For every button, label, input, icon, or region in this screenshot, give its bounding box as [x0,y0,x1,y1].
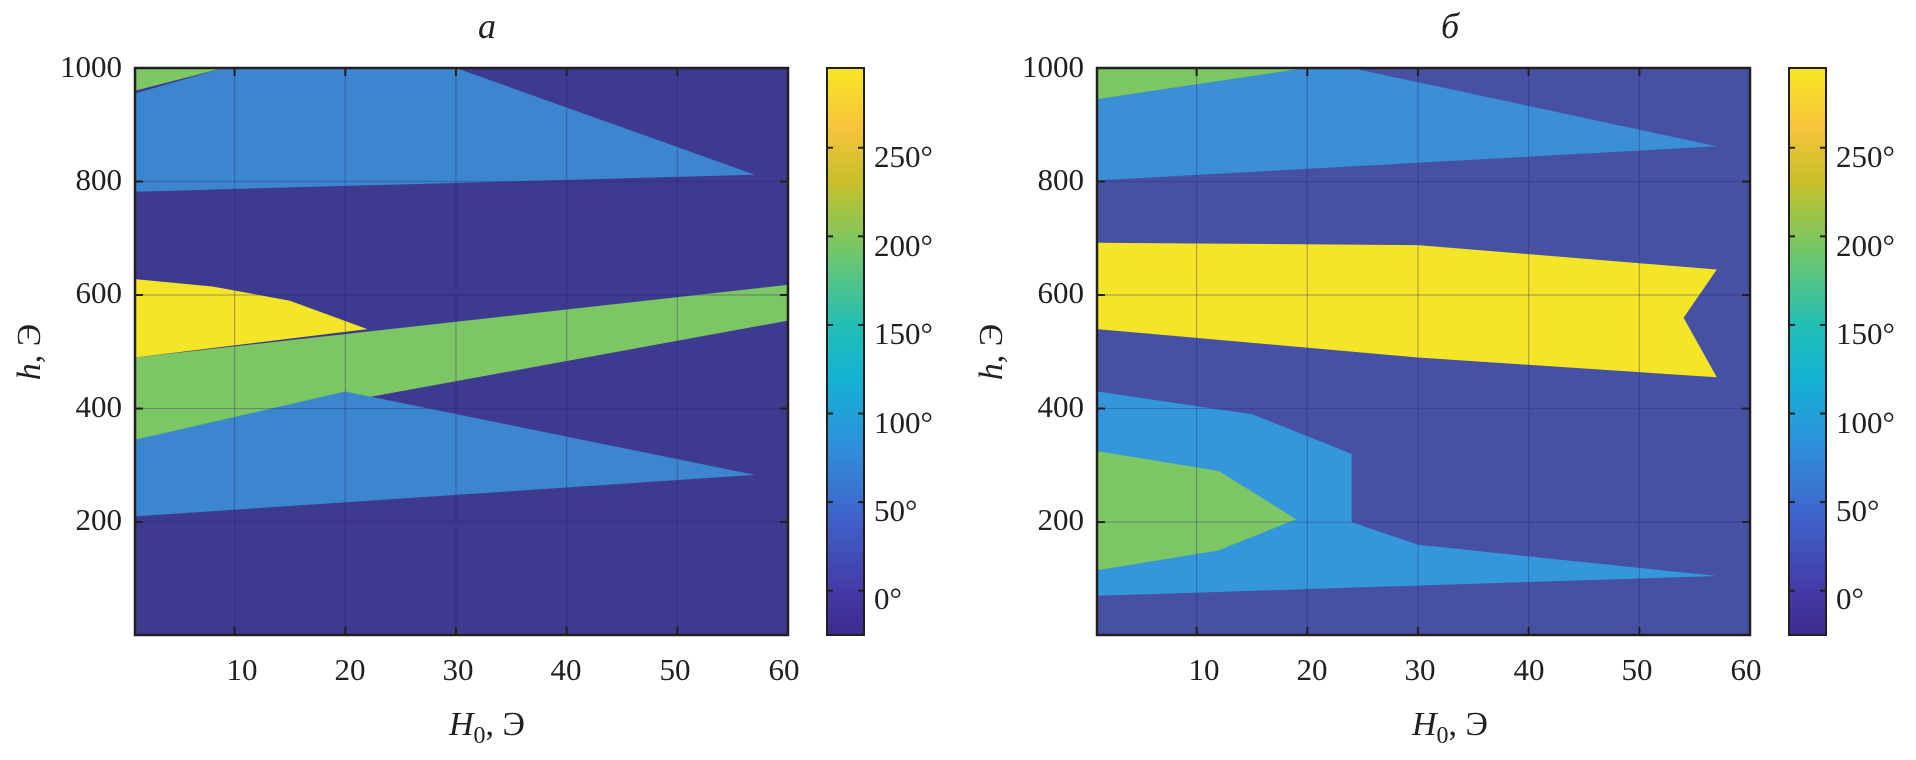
x-tick-label: 20 [335,652,366,687]
x-tick-label: 60 [769,652,800,687]
colorbar-tick-label: 0° [1836,581,1864,616]
x-tick-label: 30 [1405,652,1436,687]
y-tick-label: 600 [76,275,123,310]
x-tick-label: 40 [1514,652,1545,687]
heatmap-region-1 [135,68,224,91]
x-axis-label-subscript: 0 [474,723,486,749]
y-axis-label: h, Э [973,324,1010,380]
y-tick-label: 800 [76,162,123,197]
heatmap-region-2 [135,68,755,192]
x-axis: 10 20 30 40 50 60 H0, Э [1189,652,1762,749]
x-tick-label: 40 [551,652,582,687]
heatmap-regions [1097,68,1717,596]
panel-title: б [1441,6,1461,46]
y-axis-label-symbol: h [973,363,1010,380]
colorbar-tick-label: 100° [874,405,933,440]
x-axis-label: H0, Э [448,706,525,749]
x-tick-label: 30 [443,652,474,687]
panel-a: а 10 20 30 40 50 60 H0, Э 200 400 600 80… [11,6,933,749]
heatmap-region-5 [135,391,755,517]
x-axis-label-symbol: H [448,706,476,743]
heatmap-regions [135,68,788,517]
colorbar-tick-label: 50° [874,493,917,528]
panel-b: б 10 20 30 40 50 60 H0, Э 200 400 600 80… [973,6,1895,749]
x-axis-label-unit: , Э [486,706,525,743]
colorbar-tick-label: 200° [874,228,933,263]
heatmap-region-4 [135,284,788,440]
x-axis-label-unit: , Э [1449,706,1488,743]
plot-area [133,66,790,637]
x-axis-label-subscript: 0 [1437,723,1449,749]
y-tick-label: 200 [76,502,123,537]
colorbar-ticks [827,146,864,592]
panel-title: а [478,6,496,46]
y-axis-label-symbol: h [11,363,48,380]
y-tick-label: 1000 [60,49,122,84]
y-tick-label: 600 [1038,275,1085,310]
colorbar-tick-label: 150° [874,316,933,351]
heatmap-region-2 [1097,68,1717,181]
y-tick-label: 1000 [1022,49,1084,84]
plot-frame [133,66,790,637]
x-axis: 10 20 30 40 50 60 H0, Э [227,652,800,749]
colorbar: 0° 50° 100° 150° 200° 250° [1788,67,1895,636]
colorbar-gradient [826,67,865,636]
x-tick-label: 50 [1622,652,1653,687]
x-tick-label: 10 [227,652,258,687]
x-tick-label: 60 [1731,652,1762,687]
colorbar-tick-label: 0° [874,581,902,616]
colorbar: 0° 50° 100° 150° 200° 250° [826,67,933,636]
plot-area [1095,66,1752,637]
colorbar-tick-label: 200° [1836,228,1895,263]
colorbar-gradient [1788,67,1827,636]
colorbar-tick-label: 250° [1836,139,1895,174]
colorbar-tick-label: 100° [1836,405,1895,440]
colorbar-tick-label: 50° [1836,493,1879,528]
x-axis-label-symbol: H [1411,706,1439,743]
x-tick-label: 20 [1297,652,1328,687]
x-axis-label: H0, Э [1411,706,1488,749]
y-axis-label-unit: , Э [11,324,48,363]
y-tick-label: 400 [1038,389,1085,424]
y-axis-label-unit: , Э [973,324,1010,363]
colorbar-tick-label: 150° [1836,316,1895,351]
heatmap-region-3 [135,279,368,358]
y-tick-label: 800 [1038,162,1085,197]
y-axis: 200 400 600 800 1000 h, Э [973,49,1084,537]
plot-frame [1095,66,1752,637]
heatmap-region-4 [1097,391,1717,596]
y-axis-label: h, Э [11,324,48,380]
y-tick-label: 400 [76,389,123,424]
colorbar-ticks [1789,146,1826,592]
heatmap-region-5 [1097,451,1297,571]
colorbar-tick-label: 250° [874,139,933,174]
y-tick-label: 200 [1038,502,1085,537]
heatmap-region-3 [1097,242,1717,378]
x-tick-label: 50 [660,652,691,687]
y-axis: 200 400 600 800 1000 h, Э [11,49,122,537]
x-tick-label: 10 [1189,652,1220,687]
